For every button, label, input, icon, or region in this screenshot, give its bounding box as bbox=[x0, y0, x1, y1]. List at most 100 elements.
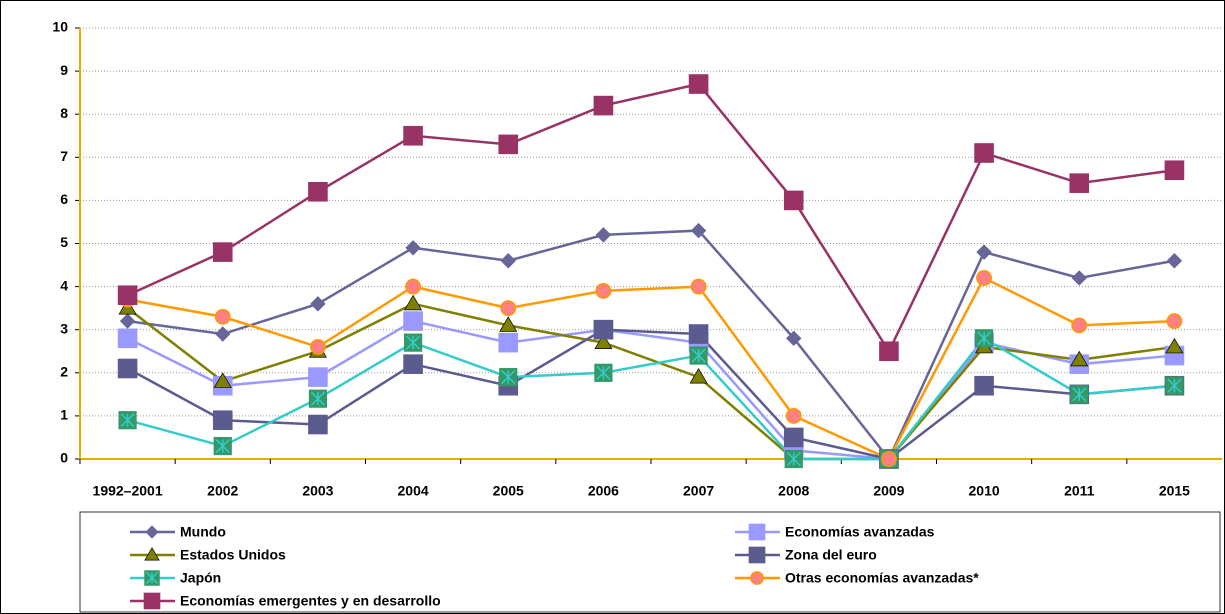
data-point bbox=[500, 253, 516, 269]
marker-shape bbox=[786, 330, 802, 347]
data-point bbox=[593, 319, 614, 340]
data-point bbox=[689, 346, 708, 365]
data-point bbox=[405, 240, 421, 256]
marker-shape bbox=[212, 242, 233, 262]
marker-shape bbox=[405, 278, 422, 295]
marker-shape bbox=[212, 410, 233, 431]
series-line bbox=[126, 328, 1175, 461]
marker-shape bbox=[403, 125, 423, 146]
legend-label: Estados Unidos bbox=[180, 547, 286, 563]
series-line bbox=[127, 276, 1175, 461]
marker-shape bbox=[215, 326, 231, 342]
marker-shape bbox=[308, 367, 328, 387]
marker-shape bbox=[499, 316, 518, 332]
data-point bbox=[214, 308, 231, 325]
data-point bbox=[783, 427, 804, 448]
legend-label: Otras economías avanzadas* bbox=[785, 570, 979, 586]
marker-shape bbox=[308, 414, 328, 435]
data-point bbox=[119, 313, 136, 329]
marker-shape bbox=[143, 592, 161, 610]
marker-shape bbox=[1070, 350, 1089, 367]
data-point bbox=[595, 227, 612, 243]
x-tick-label: 2010 bbox=[969, 483, 1000, 499]
legend-marker bbox=[748, 523, 766, 541]
marker-shape bbox=[1069, 173, 1090, 193]
data-point bbox=[880, 451, 897, 467]
data-point bbox=[404, 294, 423, 311]
marker-shape bbox=[689, 368, 708, 384]
data-point bbox=[1071, 317, 1088, 334]
marker-shape bbox=[688, 324, 709, 344]
marker-shape bbox=[879, 341, 899, 362]
marker-shape bbox=[117, 358, 138, 379]
marker-shape bbox=[405, 240, 421, 256]
x-tick-label: 2007 bbox=[683, 483, 714, 499]
y-tick-label: 8 bbox=[60, 105, 68, 121]
legend-marker bbox=[748, 546, 766, 564]
x-tick-label: 2006 bbox=[588, 483, 619, 499]
marker-cross bbox=[691, 348, 706, 363]
marker-shape bbox=[308, 181, 328, 202]
x-tick-label: 2009 bbox=[873, 483, 904, 499]
data-point bbox=[784, 449, 803, 469]
marker-shape bbox=[403, 354, 423, 374]
data-point bbox=[593, 95, 614, 116]
marker-shape bbox=[976, 270, 993, 286]
marker-shape bbox=[974, 375, 994, 396]
series-line bbox=[127, 336, 1175, 461]
marker-cross bbox=[977, 331, 992, 346]
legend-label: Japón bbox=[180, 570, 221, 586]
marker-shape bbox=[498, 134, 519, 155]
data-point bbox=[689, 368, 708, 384]
marker-cross bbox=[1072, 387, 1087, 402]
legend-marker bbox=[144, 547, 160, 561]
data-point bbox=[213, 372, 232, 388]
data-point bbox=[308, 414, 328, 435]
data-point bbox=[213, 436, 232, 456]
data-point bbox=[498, 134, 519, 155]
data-point bbox=[309, 338, 326, 355]
series-line bbox=[127, 82, 1175, 354]
data-point bbox=[499, 368, 518, 387]
data-point bbox=[1164, 160, 1185, 181]
marker-shape bbox=[145, 525, 159, 539]
marker-shape bbox=[214, 308, 231, 325]
marker-cross bbox=[596, 365, 611, 380]
y-tick-label: 3 bbox=[60, 320, 68, 336]
data-point bbox=[690, 278, 707, 295]
y-tick-label: 1 bbox=[60, 407, 68, 423]
data-point bbox=[785, 407, 802, 424]
x-tick-label: 2011 bbox=[1064, 483, 1095, 499]
marker-shape bbox=[1071, 270, 1087, 286]
y-tick-label: 6 bbox=[60, 191, 68, 207]
data-point bbox=[976, 270, 993, 286]
series-line bbox=[127, 229, 1175, 462]
data-point bbox=[310, 296, 326, 312]
data-point bbox=[690, 222, 707, 239]
legend-marker bbox=[144, 570, 160, 586]
marker-shape bbox=[1071, 317, 1088, 334]
data-point bbox=[1071, 270, 1087, 286]
data-point bbox=[595, 282, 612, 299]
data-point bbox=[403, 354, 423, 374]
y-tick-label: 10 bbox=[52, 19, 68, 35]
legend-box bbox=[79, 511, 1221, 613]
legend-label: Economías emergentes y en desarrollo bbox=[180, 593, 441, 609]
data-point bbox=[594, 363, 613, 382]
marker-shape bbox=[785, 407, 802, 424]
marker-cross bbox=[120, 413, 135, 428]
data-point bbox=[1166, 313, 1183, 330]
data-point bbox=[403, 333, 423, 352]
data-point bbox=[403, 311, 423, 331]
data-point bbox=[117, 358, 138, 379]
marker-shape bbox=[500, 300, 517, 317]
x-tick-label: 2015 bbox=[1159, 483, 1190, 499]
marker-shape bbox=[690, 222, 707, 239]
marker-shape bbox=[976, 244, 992, 260]
marker-shape bbox=[117, 328, 138, 349]
data-point bbox=[879, 341, 899, 362]
legend-label: Mundo bbox=[180, 524, 226, 540]
marker-shape bbox=[974, 143, 994, 163]
